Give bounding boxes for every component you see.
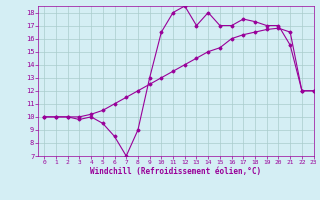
X-axis label: Windchill (Refroidissement éolien,°C): Windchill (Refroidissement éolien,°C): [91, 167, 261, 176]
